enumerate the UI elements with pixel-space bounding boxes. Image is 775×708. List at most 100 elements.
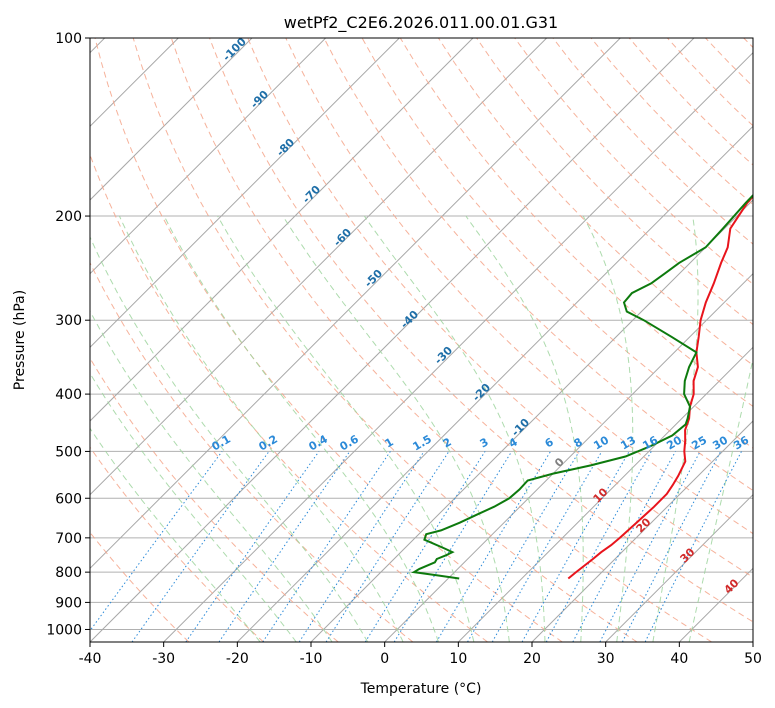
plot-frame: [89, 37, 754, 643]
x-tick-label: -10: [300, 651, 323, 667]
moist-adiabat-line: [582, 215, 634, 642]
mixing-ratio-label: 1: [383, 435, 396, 450]
mixing-ratio-line: [262, 451, 391, 642]
dry-adiabat-line: [476, 38, 753, 326]
dry-adiabat-line: [437, 38, 753, 366]
dry-adiabat-line: [323, 38, 753, 492]
x-tick-label: 20: [523, 651, 541, 667]
moist-adiabat-line: [90, 310, 333, 642]
dry-adiabat-line: [132, 38, 638, 642]
isotherm-line: [605, 493, 753, 642]
y-tick-label: 400: [55, 387, 82, 403]
moist-adiabat-line: [163, 215, 439, 642]
dry-adiabat-label: -100: [220, 35, 249, 64]
mixing-ratio-line: [185, 451, 320, 642]
mixing-ratio-line: [325, 451, 450, 642]
mixing-ratio-line: [90, 451, 223, 632]
mixing-ratio-line: [545, 451, 652, 642]
dry-adiabat-line: [209, 38, 753, 623]
isotherm-line: [752, 641, 753, 642]
x-tick-label: 30: [597, 651, 615, 667]
dry-adiabat-label: -20: [470, 381, 493, 404]
dry-adiabat-label: -50: [362, 267, 385, 290]
mixing-ratio-label: 0.1: [210, 432, 233, 453]
mixing-ratio-line: [393, 451, 513, 642]
mixing-ratio-label: 6: [543, 435, 556, 450]
dry-adiabat-line: [170, 38, 712, 642]
axes: -40 -30 -20 -10 0 10 20 30 40 5010020030040050060…: [46, 31, 762, 667]
y-tick-label: 300: [55, 313, 82, 329]
isotherm-line: [236, 125, 753, 642]
moist-adiabat-line: [217, 215, 475, 642]
mixing-ratio-line: [599, 451, 701, 642]
dry-adiabat-line: [90, 531, 190, 642]
moist-adiabat-label: 30: [678, 545, 698, 565]
moist-adiabat-line: [90, 372, 297, 642]
mixing-ratio-line: [298, 451, 425, 642]
dry-adiabat-line: [90, 153, 488, 642]
x-tick-label: 10: [449, 651, 467, 667]
dry-adiabat-line: [247, 38, 753, 578]
moist-adiabat-line: [118, 215, 404, 642]
isotherm-line: [90, 38, 548, 496]
mixing-ratio-line: [621, 451, 722, 642]
mixing-ratio-line: [644, 451, 742, 642]
dry-adiabat-label: -70: [300, 183, 323, 206]
mixing-ratio-label: 0.6: [338, 432, 362, 453]
x-tick-label: -40: [79, 651, 102, 667]
isotherm-line: [90, 38, 474, 422]
mixing-ratio-label: 10: [591, 433, 611, 452]
dry-adiabat-label: -30: [432, 344, 455, 367]
mixing-ratio-line: [364, 451, 486, 642]
moist-adiabat-label: 20: [634, 515, 654, 535]
x-tick-label: -20: [226, 651, 249, 667]
dry-adiabat-line: [90, 357, 339, 642]
mixing-ratio-line: [131, 451, 270, 642]
mixing-ratio-line: [435, 451, 552, 642]
isotherm-line: [163, 51, 753, 642]
moist-adiabat-line: [90, 427, 261, 642]
moist-adiabat-label: 40: [722, 576, 742, 596]
dewpoint-trace: [411, 193, 753, 580]
isotherm-line: [384, 272, 753, 642]
plot-area: [90, 38, 753, 642]
temperature-trace: [567, 194, 753, 580]
x-tick-label: 0: [380, 651, 389, 667]
dry-adiabat-label: -60: [331, 226, 354, 249]
dry-adiabat-line: [514, 38, 753, 285]
y-tick-label: 500: [55, 444, 82, 460]
moist-adiabat-line: [363, 215, 546, 642]
isotherm-line: [90, 38, 400, 349]
mixing-ratio-label: 36: [731, 433, 751, 452]
mixing-ratio-line: [521, 451, 630, 642]
mixing-ratio-label: 30: [710, 433, 730, 452]
mixing-ratio-line: [218, 451, 351, 642]
x-tick-label: 40: [670, 651, 688, 667]
moist-adiabat-line: [652, 215, 699, 642]
mixing-ratio-label: 3: [478, 435, 491, 450]
mixing-ratio-label: 20: [664, 433, 684, 452]
x-axis-label: Temperature (°C): [360, 681, 482, 697]
dry-adiabat-line: [94, 38, 563, 642]
dry-adiabat-label: -90: [248, 88, 271, 111]
dry-adiabat-line: [552, 38, 753, 245]
mixing-ratio-label: 1.5: [411, 432, 434, 453]
y-tick-label: 700: [55, 531, 82, 547]
mixing-ratio-label: 25: [689, 434, 709, 453]
y-axis-label: Pressure (hPa): [12, 290, 28, 390]
y-tick-label: 100: [55, 31, 82, 47]
chart-title: wetPf2_C2E6.2026.011.00.01.G31: [284, 13, 558, 33]
moist-adiabat-line: [90, 235, 369, 642]
isotherm-line: [310, 199, 753, 642]
y-tick-label: 800: [55, 565, 82, 581]
mixing-ratio-label: 13: [618, 434, 638, 453]
isotherm-line: [90, 38, 695, 642]
isotherm-line: [457, 346, 753, 642]
isotherm-line: [90, 38, 253, 201]
y-tick-label: 200: [55, 209, 82, 225]
y-tick-label: 900: [55, 595, 82, 611]
moist-adiabat-line: [282, 215, 510, 642]
isotherm-line: [531, 420, 753, 642]
dry-adiabat-label: -80: [274, 136, 297, 159]
